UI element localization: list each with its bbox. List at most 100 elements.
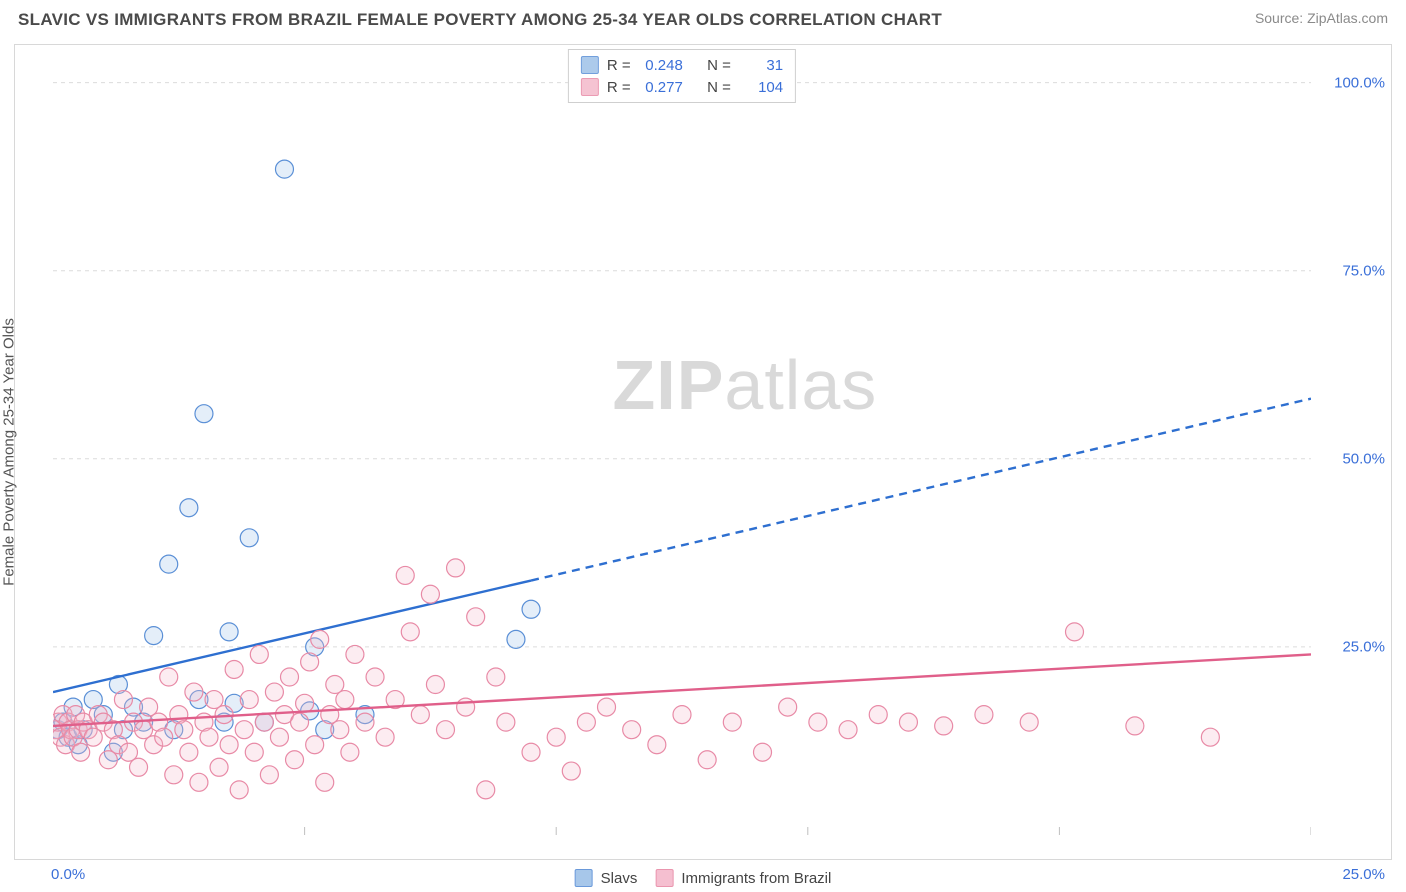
data-point bbox=[165, 766, 183, 784]
data-point bbox=[336, 691, 354, 709]
y-tick-label: 50.0% bbox=[1342, 450, 1385, 467]
data-point bbox=[477, 781, 495, 799]
data-point bbox=[436, 721, 454, 739]
data-point bbox=[175, 721, 193, 739]
data-point bbox=[356, 713, 374, 731]
data-point bbox=[145, 627, 163, 645]
data-point bbox=[447, 559, 465, 577]
y-tick-label: 25.0% bbox=[1342, 638, 1385, 655]
n-label: N = 31 bbox=[707, 57, 783, 74]
legend-item: Immigrants from Brazil bbox=[655, 869, 831, 887]
chart-title: SLAVIC VS IMMIGRANTS FROM BRAZIL FEMALE … bbox=[18, 10, 942, 30]
data-point bbox=[311, 630, 329, 648]
data-point bbox=[577, 713, 595, 731]
data-point bbox=[255, 713, 273, 731]
data-point bbox=[376, 728, 394, 746]
source-attribution: Source: ZipAtlas.com bbox=[1255, 10, 1388, 26]
data-point bbox=[975, 706, 993, 724]
data-point bbox=[245, 743, 263, 761]
data-point bbox=[467, 608, 485, 626]
data-point bbox=[1201, 728, 1219, 746]
data-point bbox=[185, 683, 203, 701]
data-point bbox=[698, 751, 716, 769]
data-point bbox=[396, 566, 414, 584]
data-point bbox=[296, 694, 314, 712]
legend-swatch bbox=[575, 869, 593, 887]
data-point bbox=[648, 736, 666, 754]
y-tick-label: 75.0% bbox=[1342, 262, 1385, 279]
data-point bbox=[421, 585, 439, 603]
data-point bbox=[215, 706, 233, 724]
data-point bbox=[341, 743, 359, 761]
data-point bbox=[225, 660, 243, 678]
data-point bbox=[426, 676, 444, 694]
data-point bbox=[1126, 717, 1144, 735]
data-point bbox=[562, 762, 580, 780]
data-point bbox=[869, 706, 887, 724]
data-point bbox=[180, 743, 198, 761]
data-point bbox=[155, 728, 173, 746]
data-point bbox=[260, 766, 278, 784]
correlation-row: R = 0.277 N = 104 bbox=[581, 76, 783, 98]
data-point bbox=[200, 728, 218, 746]
r-label: R = 0.277 bbox=[607, 79, 683, 96]
data-point bbox=[220, 736, 238, 754]
data-point bbox=[547, 728, 565, 746]
data-point bbox=[346, 645, 364, 663]
data-point bbox=[240, 529, 258, 547]
data-point bbox=[522, 600, 540, 618]
legend-swatch bbox=[655, 869, 673, 887]
data-point bbox=[210, 758, 228, 776]
data-point bbox=[190, 773, 208, 791]
data-point bbox=[235, 721, 253, 739]
y-axis-label: Female Poverty Among 25-34 Year Olds bbox=[1, 318, 18, 586]
data-point bbox=[809, 713, 827, 731]
data-point bbox=[250, 645, 268, 663]
data-point bbox=[623, 721, 641, 739]
series-legend: Slavs Immigrants from Brazil bbox=[575, 869, 832, 887]
data-point bbox=[935, 717, 953, 735]
legend-swatch bbox=[581, 78, 599, 96]
data-point bbox=[114, 691, 132, 709]
legend-swatch bbox=[581, 56, 599, 74]
data-point bbox=[723, 713, 741, 731]
data-point bbox=[160, 555, 178, 573]
correlation-row: R = 0.248 N = 31 bbox=[581, 54, 783, 76]
chart-svg bbox=[53, 45, 1311, 835]
n-label: N = 104 bbox=[707, 79, 783, 96]
data-point bbox=[72, 743, 90, 761]
data-point bbox=[220, 623, 238, 641]
data-point bbox=[306, 736, 324, 754]
data-point bbox=[366, 668, 384, 686]
data-point bbox=[487, 668, 505, 686]
data-point bbox=[899, 713, 917, 731]
data-point bbox=[301, 653, 319, 671]
data-point bbox=[286, 751, 304, 769]
data-point bbox=[401, 623, 419, 641]
data-point bbox=[230, 781, 248, 799]
data-point bbox=[497, 713, 515, 731]
legend-item: Slavs bbox=[575, 869, 638, 887]
plot-container: Female Poverty Among 25-34 Year Olds ZIP… bbox=[14, 44, 1392, 860]
data-point bbox=[291, 713, 309, 731]
data-point bbox=[281, 668, 299, 686]
r-label: R = 0.248 bbox=[607, 57, 683, 74]
plot-area: ZIPatlas R = 0.248 N = 31R = 0.277 N = 1… bbox=[53, 45, 1311, 835]
data-point bbox=[240, 691, 258, 709]
data-point bbox=[507, 630, 525, 648]
data-point bbox=[270, 728, 288, 746]
data-point bbox=[457, 698, 475, 716]
data-point bbox=[522, 743, 540, 761]
data-point bbox=[839, 721, 857, 739]
legend-label: Immigrants from Brazil bbox=[681, 870, 831, 887]
data-point bbox=[180, 499, 198, 517]
data-point bbox=[265, 683, 283, 701]
data-point bbox=[331, 721, 349, 739]
data-point bbox=[130, 758, 148, 776]
data-point bbox=[195, 405, 213, 423]
data-point bbox=[598, 698, 616, 716]
data-point bbox=[316, 773, 334, 791]
correlation-legend: R = 0.248 N = 31R = 0.277 N = 104 bbox=[568, 49, 796, 103]
data-point bbox=[160, 668, 178, 686]
chart-header: SLAVIC VS IMMIGRANTS FROM BRAZIL FEMALE … bbox=[0, 0, 1406, 36]
